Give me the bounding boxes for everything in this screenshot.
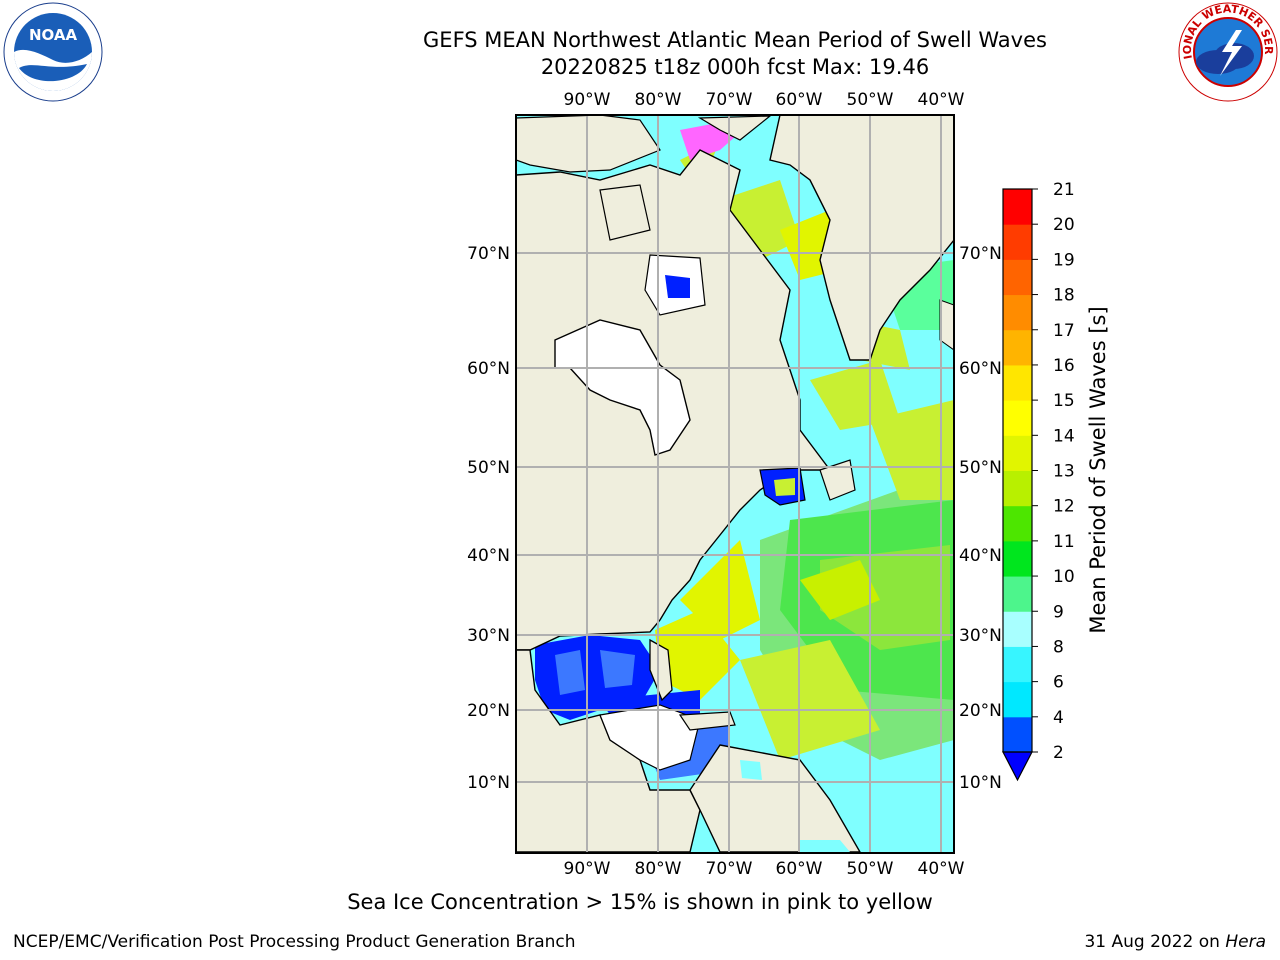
lat-label-left: 10°N	[467, 773, 510, 793]
map-frame	[515, 114, 955, 854]
footer-machine: Hera	[1225, 932, 1266, 952]
lon-label-top: 80°W	[635, 90, 682, 110]
colorbar-segment	[1003, 646, 1032, 683]
lon-label-bottom: 70°W	[706, 859, 753, 879]
sea-ice-note: Sea Ice Concentration > 15% is shown in …	[347, 890, 933, 914]
colorbar-tick-label: 20	[1053, 215, 1075, 235]
footer-date: 31 Aug 2022 on	[1084, 932, 1220, 952]
lon-label-bottom: 60°W	[776, 859, 823, 879]
colorbar-segment	[1003, 681, 1032, 718]
colorbar-tick-label: 11	[1053, 532, 1075, 552]
colorbar-segment	[1003, 259, 1032, 296]
lat-label-left: 60°N	[467, 359, 510, 379]
colorbar-segment	[1003, 611, 1032, 647]
footer-timestamp: 31 Aug 2022 on Hera	[1084, 932, 1266, 952]
map-area	[516, 115, 954, 853]
footer-credit: NCEP/EMC/Verification Post Processing Pr…	[13, 932, 576, 952]
lon-label-top: 70°W	[706, 90, 753, 110]
colorbar-segment	[1003, 435, 1032, 471]
lon-label-bottom: 90°W	[564, 859, 611, 879]
colorbar-tick-label: 12	[1053, 497, 1075, 517]
colorbar-tick-label: 19	[1053, 250, 1075, 270]
lon-label-bottom: 40°W	[918, 859, 965, 879]
map-subtitle: 20220825 t18z 000h fcst Max: 19.46	[540, 55, 930, 79]
colorbar-tick-label: 4	[1053, 708, 1064, 728]
hudson-bay	[554, 319, 691, 456]
lon-label-top: 60°W	[776, 90, 823, 110]
colorbar-tick-label: 13	[1053, 462, 1075, 482]
colorbar-segment	[1003, 576, 1032, 612]
lat-label-left: 40°N	[467, 546, 510, 566]
colorbar-tick-label: 14	[1053, 426, 1075, 446]
map-title: GEFS MEAN Northwest Atlantic Mean Period…	[423, 28, 1047, 52]
colorbar-segment	[1003, 294, 1032, 331]
colorbar-segment	[1003, 400, 1032, 436]
nws-logo: NATIONAL WEATHER SERVICE	[1178, 2, 1278, 102]
lon-label-bottom: 80°W	[635, 859, 682, 879]
lat-label-right: 50°N	[959, 458, 1002, 478]
colorbar-tick-label: 16	[1053, 356, 1075, 376]
lon-label-bottom: 50°W	[847, 859, 894, 879]
colorbar-ticks: 2 4 6 8 9 10 11 12 13 14 15 16 17 18 19 20 21	[1032, 180, 1075, 763]
lon-label-top: 90°W	[564, 90, 611, 110]
lat-label-right: 40°N	[959, 546, 1002, 566]
colorbar-segment	[1003, 716, 1032, 753]
lat-label-right: 30°N	[959, 626, 1002, 646]
lat-label-right: 60°N	[959, 359, 1002, 379]
lat-label-right: 10°N	[959, 773, 1002, 793]
noaa-logo: NOAA	[3, 2, 103, 102]
colorbar-segment	[1003, 224, 1032, 260]
colorbar-segment	[1003, 189, 1032, 225]
lon-label-top: 40°W	[918, 90, 965, 110]
noaa-logo-text: NOAA	[29, 26, 78, 44]
colorbar-tick-label: 10	[1053, 567, 1075, 587]
colorbar-extend-arrow	[1002, 751, 1033, 782]
lat-label-right: 70°N	[959, 244, 1002, 264]
map-graticule	[516, 115, 954, 853]
colorbar-label: Mean Period of Swell Waves [s]	[1086, 306, 1110, 634]
colorbar-tick-label: 15	[1053, 391, 1075, 411]
lat-label-left: 30°N	[467, 626, 510, 646]
colorbar-segment	[1003, 505, 1032, 542]
lon-label-top: 50°W	[847, 90, 894, 110]
colorbar-segment	[1003, 470, 1032, 507]
colorbar-tick-label: 6	[1053, 673, 1064, 693]
colorbar-tick-label: 18	[1053, 286, 1075, 306]
colorbar-tick-label: 2	[1053, 743, 1064, 763]
lat-label-right: 20°N	[959, 701, 1002, 721]
lat-label-left: 20°N	[467, 701, 510, 721]
colorbar	[1002, 188, 1033, 782]
colorbar-segment	[1003, 329, 1032, 366]
colorbar-tick-label: 17	[1053, 321, 1075, 341]
colorbar-segment	[1003, 540, 1032, 577]
lat-label-left: 70°N	[467, 244, 510, 264]
colorbar-tick-label: 8	[1053, 637, 1064, 657]
colorbar-tick-label: 9	[1053, 602, 1064, 622]
colorbar-tick-label: 21	[1053, 180, 1075, 200]
lat-label-left: 50°N	[467, 458, 510, 478]
colorbar-segment	[1003, 364, 1032, 401]
